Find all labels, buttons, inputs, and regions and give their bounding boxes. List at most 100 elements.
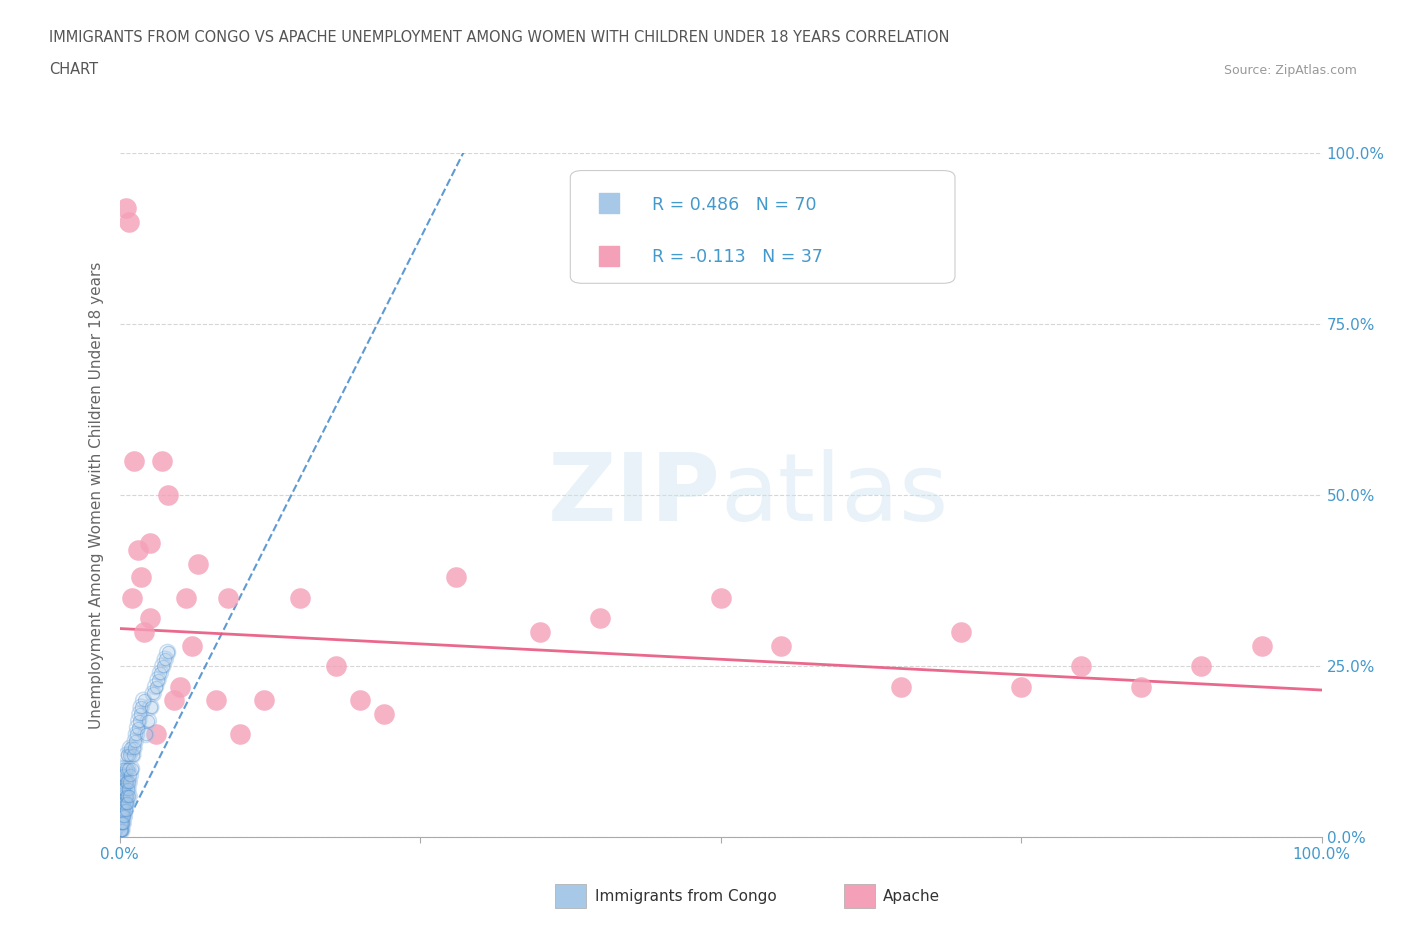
Point <box>112 768 135 783</box>
FancyBboxPatch shape <box>571 170 955 284</box>
Point <box>112 816 135 830</box>
Point <box>115 775 138 790</box>
Point <box>114 795 136 810</box>
Point <box>121 761 143 776</box>
Point <box>110 789 132 804</box>
Point <box>122 740 145 755</box>
Point <box>124 734 146 749</box>
Point <box>138 611 160 626</box>
Point <box>111 816 134 830</box>
Point <box>110 816 132 830</box>
Point <box>598 196 620 211</box>
Point <box>112 803 135 817</box>
Point <box>145 679 167 694</box>
Point <box>129 699 152 714</box>
Point <box>217 591 239 605</box>
Point <box>180 638 202 653</box>
Text: R = 0.486   N = 70: R = 0.486 N = 70 <box>652 195 817 214</box>
Point <box>117 782 139 797</box>
Point <box>138 713 160 728</box>
Point <box>114 201 136 216</box>
Point <box>174 591 197 605</box>
Point <box>112 809 135 824</box>
Point <box>111 816 134 830</box>
Point <box>120 768 142 783</box>
Point <box>110 809 132 824</box>
Point <box>112 803 135 817</box>
Text: atlas: atlas <box>720 449 949 541</box>
Point <box>110 816 132 830</box>
Point <box>288 591 311 605</box>
Point <box>228 727 252 742</box>
Text: ZIP: ZIP <box>548 449 720 541</box>
Point <box>187 556 209 571</box>
Point <box>112 816 135 830</box>
Point <box>114 789 136 804</box>
Point <box>110 823 132 838</box>
Point <box>156 645 179 660</box>
Point <box>145 727 167 742</box>
Point <box>709 591 731 605</box>
Point <box>139 699 162 714</box>
Point <box>156 488 179 503</box>
Point <box>111 775 134 790</box>
Point <box>111 809 134 824</box>
Point <box>115 748 138 763</box>
Point <box>110 809 132 824</box>
Point <box>110 775 132 790</box>
Point <box>114 761 136 776</box>
Point <box>114 789 136 804</box>
Point <box>111 789 134 804</box>
Point <box>529 625 551 640</box>
Point <box>120 768 142 783</box>
Point <box>589 611 612 626</box>
Point <box>132 625 155 640</box>
Point <box>132 693 155 708</box>
Point <box>139 699 162 714</box>
Point <box>1130 679 1153 694</box>
Point <box>156 645 179 660</box>
Point <box>132 693 155 708</box>
Point <box>121 761 143 776</box>
Point <box>128 713 150 728</box>
Point <box>112 789 135 804</box>
Point <box>114 795 136 810</box>
Point <box>1189 658 1212 673</box>
Point <box>110 782 132 797</box>
Point <box>112 809 135 824</box>
Point <box>150 454 173 469</box>
Point <box>169 679 191 694</box>
Point <box>110 803 132 817</box>
Point <box>111 775 134 790</box>
Point <box>111 809 134 824</box>
Point <box>110 795 132 810</box>
Point <box>115 789 138 804</box>
Point <box>127 720 149 735</box>
Point <box>149 666 172 681</box>
Point <box>146 672 169 687</box>
Point <box>112 761 135 776</box>
Point <box>110 823 132 838</box>
Point <box>112 795 135 810</box>
Point <box>114 775 136 790</box>
Point <box>110 775 132 790</box>
Point <box>112 782 135 797</box>
Point <box>112 795 135 810</box>
Point <box>125 727 148 742</box>
Point <box>112 795 135 810</box>
Point <box>117 782 139 797</box>
Point <box>118 775 141 790</box>
Point <box>125 727 148 742</box>
Point <box>112 782 135 797</box>
Point <box>111 768 134 783</box>
Point <box>111 795 134 810</box>
Point <box>129 707 152 722</box>
Text: IMMIGRANTS FROM CONGO VS APACHE UNEMPLOYMENT AMONG WOMEN WITH CHILDREN UNDER 18 : IMMIGRANTS FROM CONGO VS APACHE UNEMPLOY… <box>49 30 949 45</box>
Point <box>598 248 620 263</box>
Point <box>204 693 226 708</box>
Point <box>135 727 157 742</box>
Point <box>142 686 165 701</box>
Point <box>110 816 132 830</box>
Point <box>110 816 132 830</box>
Point <box>110 823 132 838</box>
